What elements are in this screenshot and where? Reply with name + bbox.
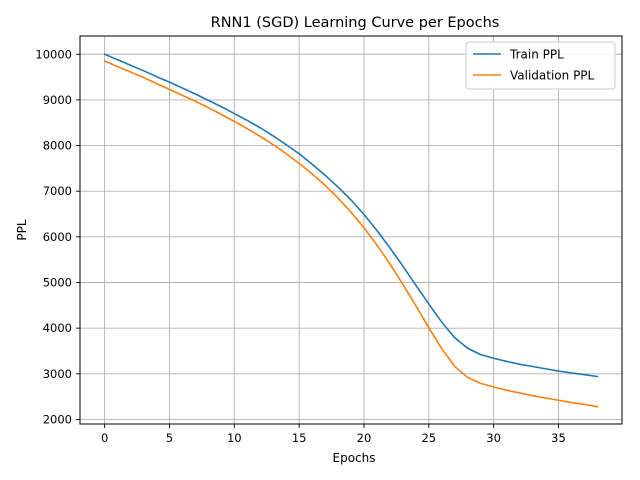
legend-label-validation: Validation PPL [510,69,595,83]
legend: Train PPL Validation PPL [465,41,616,90]
x-tick-label: 35 [551,431,566,445]
x-tick-label: 20 [357,431,372,445]
grid [80,36,622,424]
x-tick-label: 25 [421,431,436,445]
y-tick-label: 6000 [43,230,72,244]
series-line-train-ppl [103,53,599,378]
x-tick-label: 10 [227,431,242,445]
x-axis-label: Epochs [333,451,376,465]
plot-frame [79,35,623,425]
y-axis-ticks: 2000 3000 4000 5000 6000 7000 8000 9000 10000 [35,47,80,426]
legend-label-train: Train PPL [509,48,564,62]
x-tick-label: 15 [292,431,307,445]
chart-title: RNN1 (SGD) Learning Curve per Epochs [211,15,500,31]
x-tick-label: 30 [486,431,501,445]
y-tick-label: 9000 [43,93,72,107]
y-tick-label: 4000 [43,321,72,335]
y-tick-label: 10000 [35,47,72,61]
x-axis-ticks: 0 5 10 15 20 25 30 35 [101,424,566,445]
series-line-validation-ppl [103,60,599,408]
x-tick-label: 5 [166,431,173,445]
y-tick-label: 8000 [43,139,72,153]
y-tick-label: 2000 [43,412,72,426]
y-tick-label: 7000 [43,184,72,198]
y-tick-label: 5000 [43,275,72,289]
series-lines [103,53,599,408]
y-axis-label: PPL [15,219,29,240]
y-tick-label: 3000 [43,367,72,381]
x-tick-label: 0 [101,431,108,445]
legend-box [465,41,616,90]
